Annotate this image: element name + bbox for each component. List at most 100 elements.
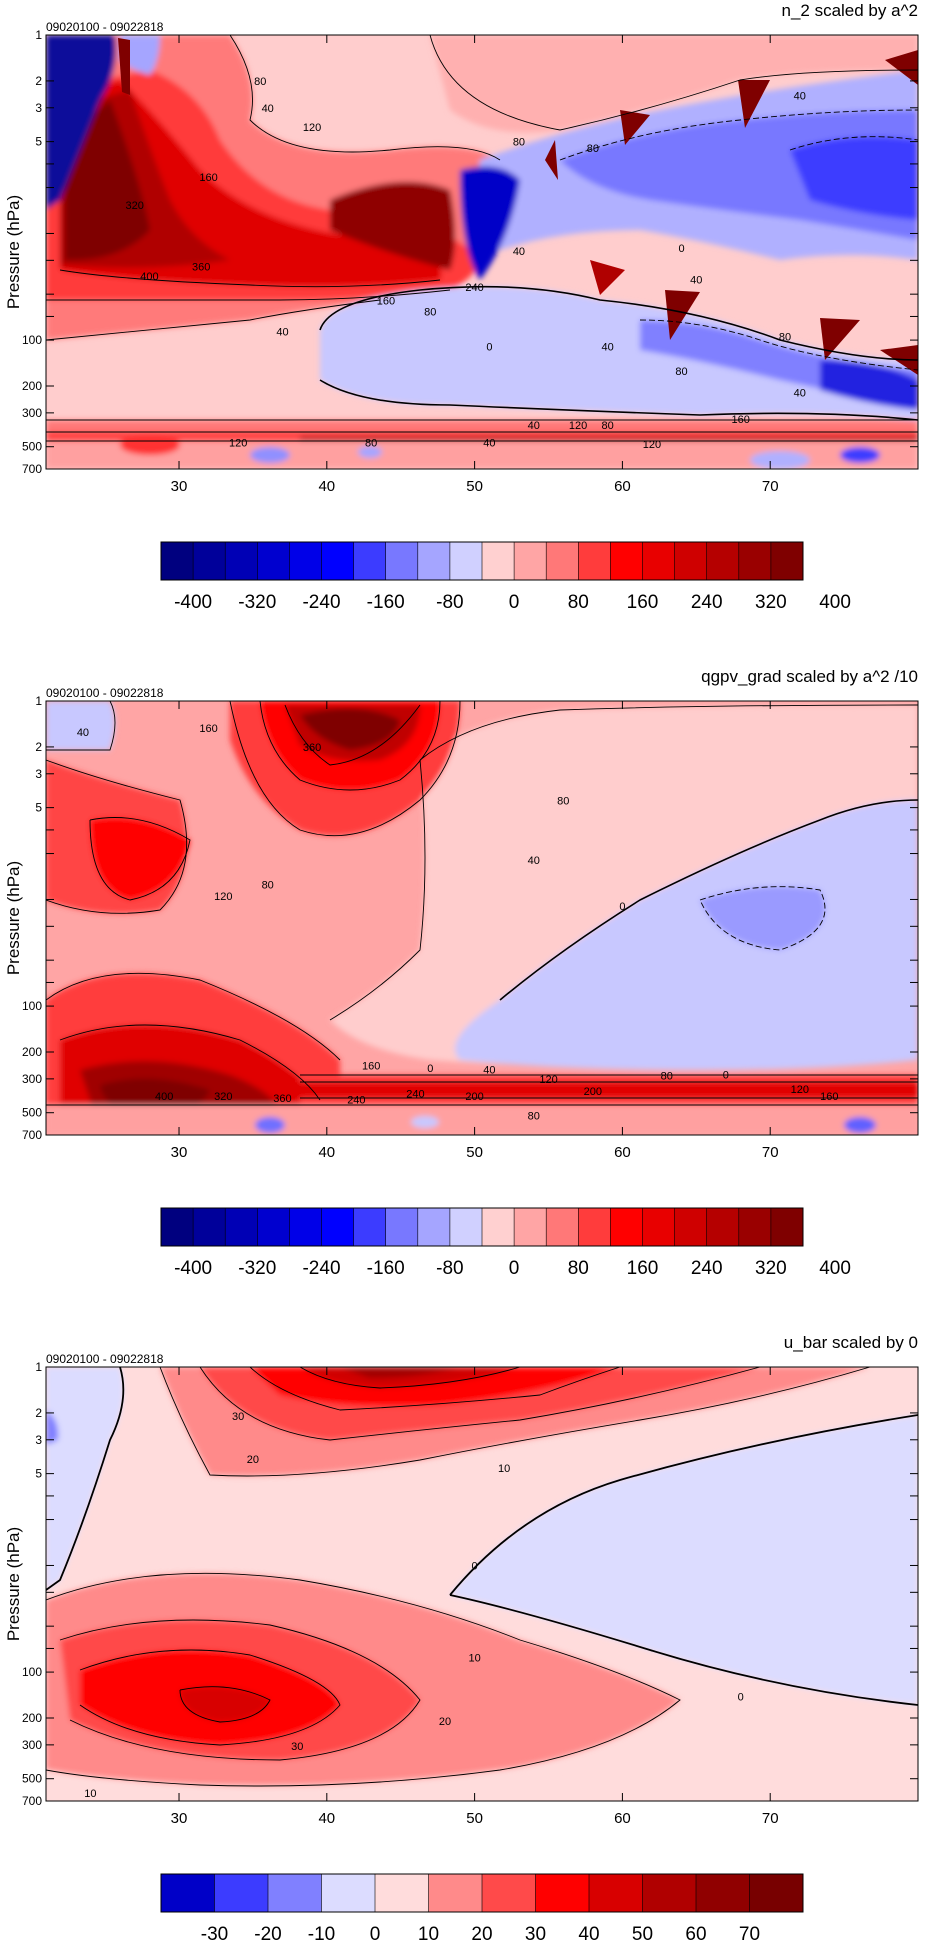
colorbar-swatch: [642, 1874, 697, 1912]
colorbar-label: 160: [627, 592, 659, 613]
colorbar: -400 -320 -240 -160 -80 0 80 160 240 320 400: [160, 541, 851, 613]
colorbar-swatch: [770, 1208, 804, 1246]
colorbar-swatch: [321, 542, 354, 580]
colorbar-label: 320: [755, 592, 787, 613]
y-axis-label: Pressure (hPa): [4, 195, 23, 309]
colorbar-label: 320: [755, 1258, 787, 1279]
plot-frame: [45, 34, 919, 470]
colorbar-label: -20: [254, 1924, 281, 1943]
date-range: 09020100 - 09022818: [46, 20, 164, 34]
contour-label: 10: [498, 1463, 510, 1475]
contour-label: 80: [254, 76, 266, 88]
contour-label: 80: [262, 880, 274, 892]
y-tick-label: 700: [22, 1794, 42, 1808]
contour-label: 0: [619, 901, 625, 913]
colorbar-swatch: [738, 542, 772, 580]
colorbar-swatch: [706, 542, 740, 580]
colorbar-swatch: [674, 542, 707, 580]
colorbar-swatch: [161, 542, 194, 580]
colorbar-swatch: [289, 542, 322, 580]
y-tick-label: 100: [22, 333, 42, 347]
y-tick-label: 3: [35, 101, 42, 115]
colorbar-swatch: [353, 1208, 386, 1246]
contour-label: 160: [362, 1060, 380, 1072]
contour-label: 20: [247, 1454, 259, 1466]
colorbar-label: 40: [578, 1924, 599, 1943]
y-tick-label: 2: [35, 1406, 42, 1420]
colorbar-swatch: [706, 1208, 740, 1246]
colorbar-swatch: [257, 542, 290, 580]
contour-label: 120: [643, 439, 661, 451]
colorbar-label: 0: [370, 1924, 381, 1943]
y-tick-label: 500: [22, 1106, 42, 1120]
colorbar-swatch: [321, 1208, 354, 1246]
y-tick-label: 5: [35, 135, 42, 149]
colorbar-label: 70: [739, 1924, 760, 1943]
colorbar-swatch: [193, 542, 226, 580]
colorbar-label: -160: [367, 1258, 405, 1279]
colorbar-swatch: [514, 542, 547, 580]
contour-label: 40: [483, 1064, 495, 1076]
contour-label: 80: [779, 332, 791, 344]
colorbar-label: 0: [509, 1258, 520, 1279]
contour-label: 240: [347, 1095, 365, 1107]
colorbar-label: -320: [238, 1258, 276, 1279]
colorbar-swatch: [161, 1874, 215, 1912]
contour-label: 30: [232, 1411, 244, 1423]
colorbar-label: 20: [471, 1924, 492, 1943]
panel-qgpv-grad: qgpv_grad scaled by a^2 /10 09020100 - 0…: [4, 667, 919, 1279]
x-tick-label: 60: [614, 1810, 631, 1827]
colorbar-swatch: [642, 1208, 675, 1246]
colorbar-swatch: [268, 1874, 322, 1912]
contour-label: 80: [557, 796, 569, 808]
contour-label: 80: [528, 1110, 540, 1122]
contour-label: 80: [675, 366, 687, 378]
axes: 30 40 50 60 70 1 2 3 5 100 200 300 500 700: [22, 694, 918, 1161]
y-tick-label: 5: [35, 1467, 42, 1481]
contour-label: 40: [513, 246, 525, 258]
date-range: 09020100 - 09022818: [46, 686, 164, 700]
x-tick-label: 30: [171, 1144, 188, 1161]
contour-label: 160: [731, 414, 749, 426]
y-tick-label: 700: [22, 1128, 42, 1142]
y-tick-label: 500: [22, 440, 42, 454]
contour-label: 80: [365, 438, 377, 450]
contour-label: 40: [528, 855, 540, 867]
contour-label: 360: [303, 742, 321, 754]
colorbar-label: 60: [685, 1924, 706, 1943]
contour-label: 200: [465, 1091, 483, 1103]
x-tick-label: 70: [762, 478, 779, 495]
y-tick-label: 200: [22, 379, 42, 393]
colorbar-label: 240: [691, 592, 723, 613]
colorbar-label: -240: [302, 592, 340, 613]
colorbar-label: 30: [525, 1924, 546, 1943]
colorbar-swatch: [289, 1208, 322, 1246]
y-tick-label: 300: [22, 1072, 42, 1086]
contour-label: 80: [424, 307, 436, 319]
contour-label: 40: [483, 438, 495, 450]
y-tick-label: 1: [35, 1360, 42, 1374]
y-tick-label: 500: [22, 1772, 42, 1786]
y-tick-label: 1: [35, 28, 42, 42]
contour-label: 240: [406, 1089, 424, 1101]
colorbar-swatch: [514, 1208, 547, 1246]
colorbar-swatch: [546, 1208, 579, 1246]
colorbar-swatch: [193, 1208, 226, 1246]
x-tick-label: 40: [318, 1144, 335, 1161]
contour-label: 120: [791, 1084, 809, 1096]
contour-label: 320: [214, 1091, 232, 1103]
contour-label: 40: [528, 420, 540, 432]
colorbar-label: 80: [568, 592, 589, 613]
colorbar-swatch: [642, 542, 675, 580]
contour-label: 40: [262, 103, 274, 115]
colorbar-swatch: [225, 542, 258, 580]
colorbar-label: 50: [632, 1924, 653, 1943]
x-tick-label: 50: [466, 1144, 483, 1161]
colorbar-label: 400: [819, 1258, 851, 1279]
y-tick-label: 300: [22, 406, 42, 420]
colorbar-label: -400: [174, 592, 212, 613]
colorbar-swatch: [385, 542, 419, 580]
colorbar-swatch: [535, 1874, 590, 1912]
panel-title: u_bar scaled by 0: [784, 1333, 918, 1352]
